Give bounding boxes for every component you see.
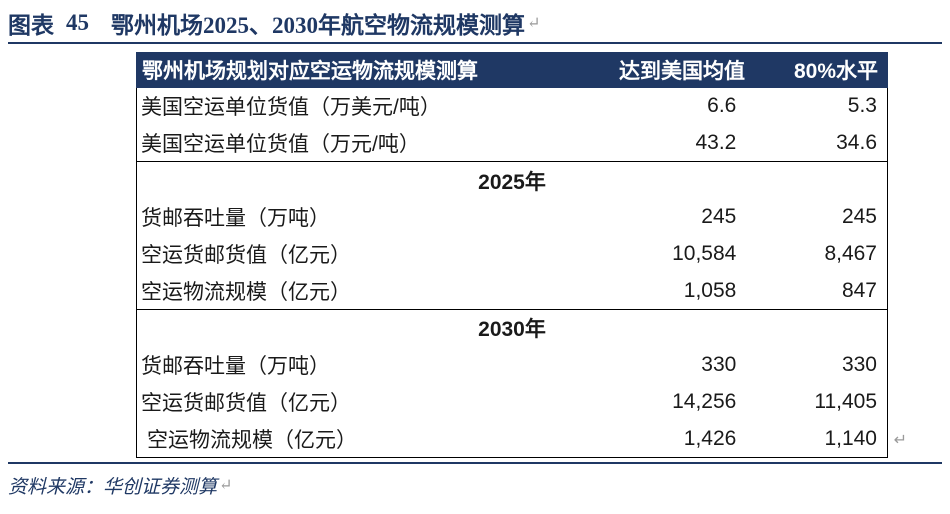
row-value-us: 14,256 xyxy=(672,389,737,413)
row-label: 美国空运单位货值（万美元/吨） xyxy=(141,96,441,120)
source-note: 资料来源：华创证券测算 ↵ xyxy=(8,470,232,500)
row-value-us: 43.2 xyxy=(695,131,737,155)
row-value-80: 5.3 xyxy=(847,94,877,118)
data-table: 鄂州机场规划对应空运物流规模测算 达到美国均值 80%水平 美国空运单位货值（万… xyxy=(136,52,907,458)
row-label: 空运货邮货值（亿元） xyxy=(141,244,351,268)
row-label: 美国空运单位货值（万元/吨） xyxy=(141,133,420,157)
row-value-us: 245 xyxy=(701,205,737,229)
row-value-us: 330 xyxy=(701,353,737,377)
table-row: 美国空运单位货值（万美元/吨） 6.6 5.3 xyxy=(137,88,887,125)
row-label: 空运物流规模（亿元） xyxy=(147,428,357,452)
figure-number: 45 xyxy=(66,10,89,35)
top-rule xyxy=(8,42,942,44)
table-row: 空运物流规模（亿元） 1,058 847 xyxy=(137,272,887,309)
row-label: 空运物流规模（亿元） xyxy=(141,280,351,304)
row-value-us: 10,584 xyxy=(672,242,737,266)
header-item: 鄂州机场规划对应空运物流规模测算 xyxy=(142,60,478,83)
row-label: 空运货邮货值（亿元） xyxy=(141,391,351,415)
table-row: 空运物流规模（亿元） 1,426 1,140 ↵ xyxy=(137,420,907,457)
row-label: 货邮吞吐量（万吨） xyxy=(141,207,330,231)
row-value-80: 847 xyxy=(841,278,877,302)
row-value-80: 1,140 xyxy=(824,426,877,450)
row-value-us: 6.6 xyxy=(707,94,737,118)
row-value-80: 245 xyxy=(841,205,877,229)
section-2025-heading: 2025年 xyxy=(137,161,887,199)
header-80-percent: 80%水平 xyxy=(793,60,878,83)
table-row: 货邮吞吐量（万吨） 245 245 xyxy=(137,199,887,236)
figure-title: 图表 45 鄂州机场2025、2030年航空物流规模测算 ↵ xyxy=(8,6,540,40)
row-label: 货邮吞吐量（万吨） xyxy=(141,355,330,379)
table-row: 美国空运单位货值（万元/吨） 43.2 34.6 xyxy=(137,125,887,162)
figure-title-text: 鄂州机场2025、2030年航空物流规模测算 xyxy=(111,13,525,38)
table-header-row: 鄂州机场规划对应空运物流规模测算 达到美国均值 80%水平 xyxy=(136,52,888,88)
table-row: 货邮吞吐量（万吨） 330 330 xyxy=(137,347,887,384)
paragraph-mark-icon: ↵ xyxy=(527,15,541,32)
row-value-80: 11,405 xyxy=(814,389,877,413)
section-2030-heading: 2030年 xyxy=(137,309,887,347)
table-body: 美国空运单位货值（万美元/吨） 6.6 5.3 美国空运单位货值（万元/吨） 4… xyxy=(136,88,907,458)
table-row: 空运货邮货值（亿元） 10,584 8,467 xyxy=(137,236,887,273)
bottom-rule xyxy=(8,462,942,464)
row-value-us: 1,058 xyxy=(683,278,737,302)
row-value-80: 8,467 xyxy=(824,242,877,266)
row-value-80: 34.6 xyxy=(836,131,877,155)
source-text: 资料来源：华创证券测算 xyxy=(8,476,218,498)
table-row: 空运货邮货值（亿元） 14,256 11,405 xyxy=(137,384,887,421)
paragraph-mark-icon: ↵ xyxy=(219,477,233,494)
row-value-80: 330 xyxy=(841,353,877,377)
paragraph-mark-icon: ↵ xyxy=(893,432,907,450)
row-value-us: 1,426 xyxy=(683,426,737,450)
figure-label: 图表 xyxy=(8,13,54,38)
header-us-average: 达到美国均值 xyxy=(619,60,745,83)
